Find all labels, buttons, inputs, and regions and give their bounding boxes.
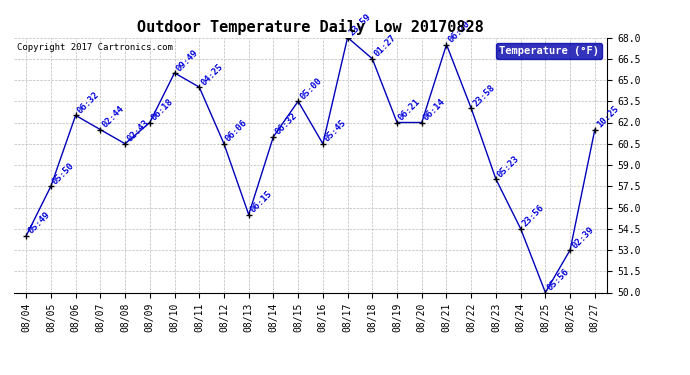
Text: 06:32: 06:32	[273, 111, 299, 136]
Text: 02:44: 02:44	[100, 104, 126, 130]
Text: 06:21: 06:21	[397, 97, 422, 123]
Text: 05:45: 05:45	[323, 118, 348, 144]
Text: 05:23: 05:23	[496, 154, 522, 179]
Legend: Temperature (°F): Temperature (°F)	[495, 43, 602, 59]
Text: 05:50: 05:50	[51, 161, 77, 186]
Text: 23:58: 23:58	[471, 83, 497, 108]
Text: 05:56: 05:56	[545, 267, 571, 292]
Text: 06:14: 06:14	[422, 97, 447, 123]
Text: 05:00: 05:00	[298, 76, 324, 101]
Text: 06:18: 06:18	[150, 97, 175, 123]
Title: Outdoor Temperature Daily Low 20170828: Outdoor Temperature Daily Low 20170828	[137, 19, 484, 35]
Text: 06:06: 06:06	[224, 118, 249, 144]
Text: 02:39: 02:39	[570, 225, 595, 250]
Text: 23:59: 23:59	[348, 12, 373, 38]
Text: 23:56: 23:56	[521, 203, 546, 229]
Text: 06:15: 06:15	[248, 189, 274, 214]
Text: 06:20: 06:20	[446, 19, 472, 45]
Text: 06:32: 06:32	[76, 90, 101, 116]
Text: 01:27: 01:27	[373, 33, 397, 59]
Text: 02:43: 02:43	[125, 118, 150, 144]
Text: 05:49: 05:49	[26, 210, 52, 236]
Text: 04:25: 04:25	[199, 62, 225, 87]
Text: Copyright 2017 Cartronics.com: Copyright 2017 Cartronics.com	[17, 43, 172, 52]
Text: 10:25: 10:25	[595, 104, 620, 130]
Text: 09:49: 09:49	[175, 48, 200, 73]
